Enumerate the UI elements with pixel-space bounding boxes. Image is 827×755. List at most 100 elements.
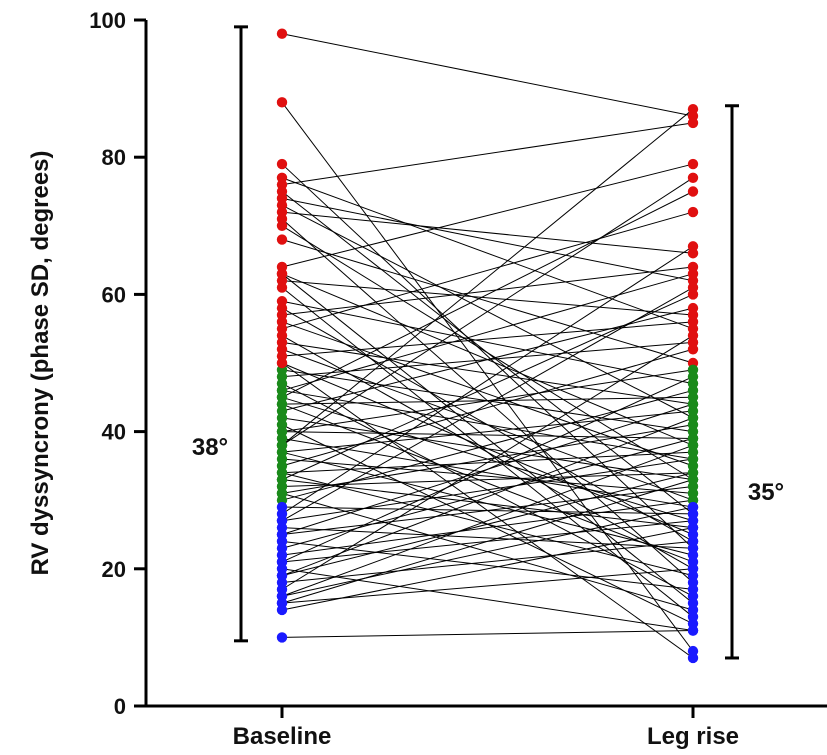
pair-line bbox=[281, 102, 694, 652]
leg-rise-point bbox=[687, 268, 699, 280]
pair-line bbox=[281, 472, 694, 577]
pair-line bbox=[281, 362, 694, 659]
pair-line bbox=[281, 108, 694, 446]
pair-line bbox=[281, 369, 694, 433]
pair-line bbox=[281, 499, 694, 556]
leg-rise-point bbox=[687, 330, 699, 341]
pair-line bbox=[281, 479, 694, 529]
leg-rise-point bbox=[687, 241, 699, 252]
pair-line bbox=[281, 527, 694, 611]
leg-rise-point bbox=[687, 652, 699, 664]
pair-line bbox=[281, 403, 694, 563]
pair-line bbox=[281, 321, 694, 357]
leg-rise-point bbox=[687, 344, 699, 355]
leg-rise-point bbox=[687, 172, 699, 183]
pair-line bbox=[281, 458, 694, 522]
leg-rise-point bbox=[687, 282, 699, 293]
pair-line bbox=[281, 163, 694, 268]
pair-line bbox=[281, 177, 694, 446]
x-category-labels: Baseline Leg rise bbox=[233, 706, 739, 750]
pair-lines bbox=[281, 33, 694, 659]
pair-line bbox=[281, 122, 694, 186]
pair-line bbox=[281, 211, 694, 330]
leg-rise-point bbox=[687, 103, 699, 115]
pair-line bbox=[281, 163, 694, 549]
range-bar-label: 38° bbox=[192, 434, 228, 461]
leg-rise-point bbox=[687, 584, 699, 595]
pair-line bbox=[281, 540, 694, 590]
y-tick-label: 80 bbox=[102, 145, 126, 170]
baseline-point bbox=[276, 440, 288, 451]
x-category-label: Leg rise bbox=[647, 723, 739, 750]
data-points bbox=[276, 28, 699, 664]
leg-rise-point bbox=[687, 597, 699, 609]
pair-line bbox=[281, 630, 694, 638]
leg-rise-point bbox=[687, 316, 699, 328]
baseline-point bbox=[276, 220, 288, 231]
pair-line bbox=[281, 335, 694, 590]
pair-line bbox=[281, 431, 694, 439]
baseline-point bbox=[276, 268, 288, 280]
leg-rise-point bbox=[687, 186, 699, 197]
pair-line bbox=[281, 211, 694, 254]
leg-rise-point bbox=[687, 158, 699, 170]
y-tick-label: 20 bbox=[102, 557, 126, 582]
leg-rise-point bbox=[687, 625, 699, 636]
pair-line bbox=[281, 389, 694, 460]
leg-rise-point bbox=[687, 563, 699, 574]
leg-rise-point bbox=[687, 453, 699, 465]
baseline-point bbox=[276, 282, 288, 293]
pair-line bbox=[281, 540, 694, 584]
pair-line bbox=[281, 287, 694, 522]
pair-line bbox=[281, 266, 694, 316]
pair-line bbox=[281, 506, 694, 597]
pair-line bbox=[281, 458, 694, 494]
leg-rise-point bbox=[687, 398, 699, 410]
baseline-point bbox=[276, 234, 288, 245]
pair-line bbox=[281, 444, 694, 597]
leg-rise-point bbox=[687, 206, 699, 218]
leg-rise-point bbox=[687, 536, 699, 547]
range-bars: 38° 35° bbox=[192, 25, 784, 660]
range-bar-label: 35° bbox=[748, 479, 784, 506]
leg-rise-point bbox=[687, 412, 699, 424]
y-axis-title: RV dyssyncrony (phase SD, degrees) bbox=[27, 150, 54, 575]
pair-line bbox=[281, 568, 694, 632]
baseline-point bbox=[276, 28, 288, 39]
baseline-point bbox=[276, 357, 288, 369]
pair-line bbox=[281, 293, 694, 481]
pair-line bbox=[281, 273, 694, 391]
pair-line bbox=[281, 410, 694, 453]
baseline-point bbox=[276, 515, 288, 526]
pair-line bbox=[281, 472, 694, 487]
pair-line bbox=[281, 300, 694, 385]
y-ticks: 0 20 40 60 80 100 bbox=[89, 8, 146, 719]
pair-line bbox=[281, 568, 694, 604]
pair-line bbox=[281, 341, 694, 405]
leg-rise-point bbox=[687, 117, 699, 129]
pair-line bbox=[281, 239, 694, 364]
leg-rise-point bbox=[687, 440, 699, 451]
pair-line bbox=[281, 197, 694, 282]
pair-line bbox=[281, 191, 694, 398]
y-tick-label: 60 bbox=[102, 282, 126, 307]
y-tick-label: 100 bbox=[89, 8, 126, 33]
pair-line bbox=[281, 417, 694, 577]
pair-line bbox=[281, 437, 694, 508]
y-tick-label: 40 bbox=[102, 420, 126, 445]
leg-rise-point bbox=[687, 302, 699, 314]
pair-line bbox=[281, 348, 694, 467]
pair-line bbox=[281, 177, 694, 330]
baseline-point bbox=[276, 604, 288, 616]
baseline-point bbox=[276, 158, 288, 170]
baseline-point bbox=[276, 392, 288, 403]
leg-rise-point bbox=[687, 371, 699, 382]
pair-line bbox=[281, 321, 694, 467]
leg-rise-point bbox=[687, 501, 699, 513]
pair-line bbox=[281, 33, 694, 117]
x-category-label: Baseline bbox=[233, 723, 332, 750]
pair-line bbox=[281, 273, 694, 604]
baseline-point bbox=[276, 97, 288, 108]
leg-rise-point bbox=[687, 474, 699, 485]
